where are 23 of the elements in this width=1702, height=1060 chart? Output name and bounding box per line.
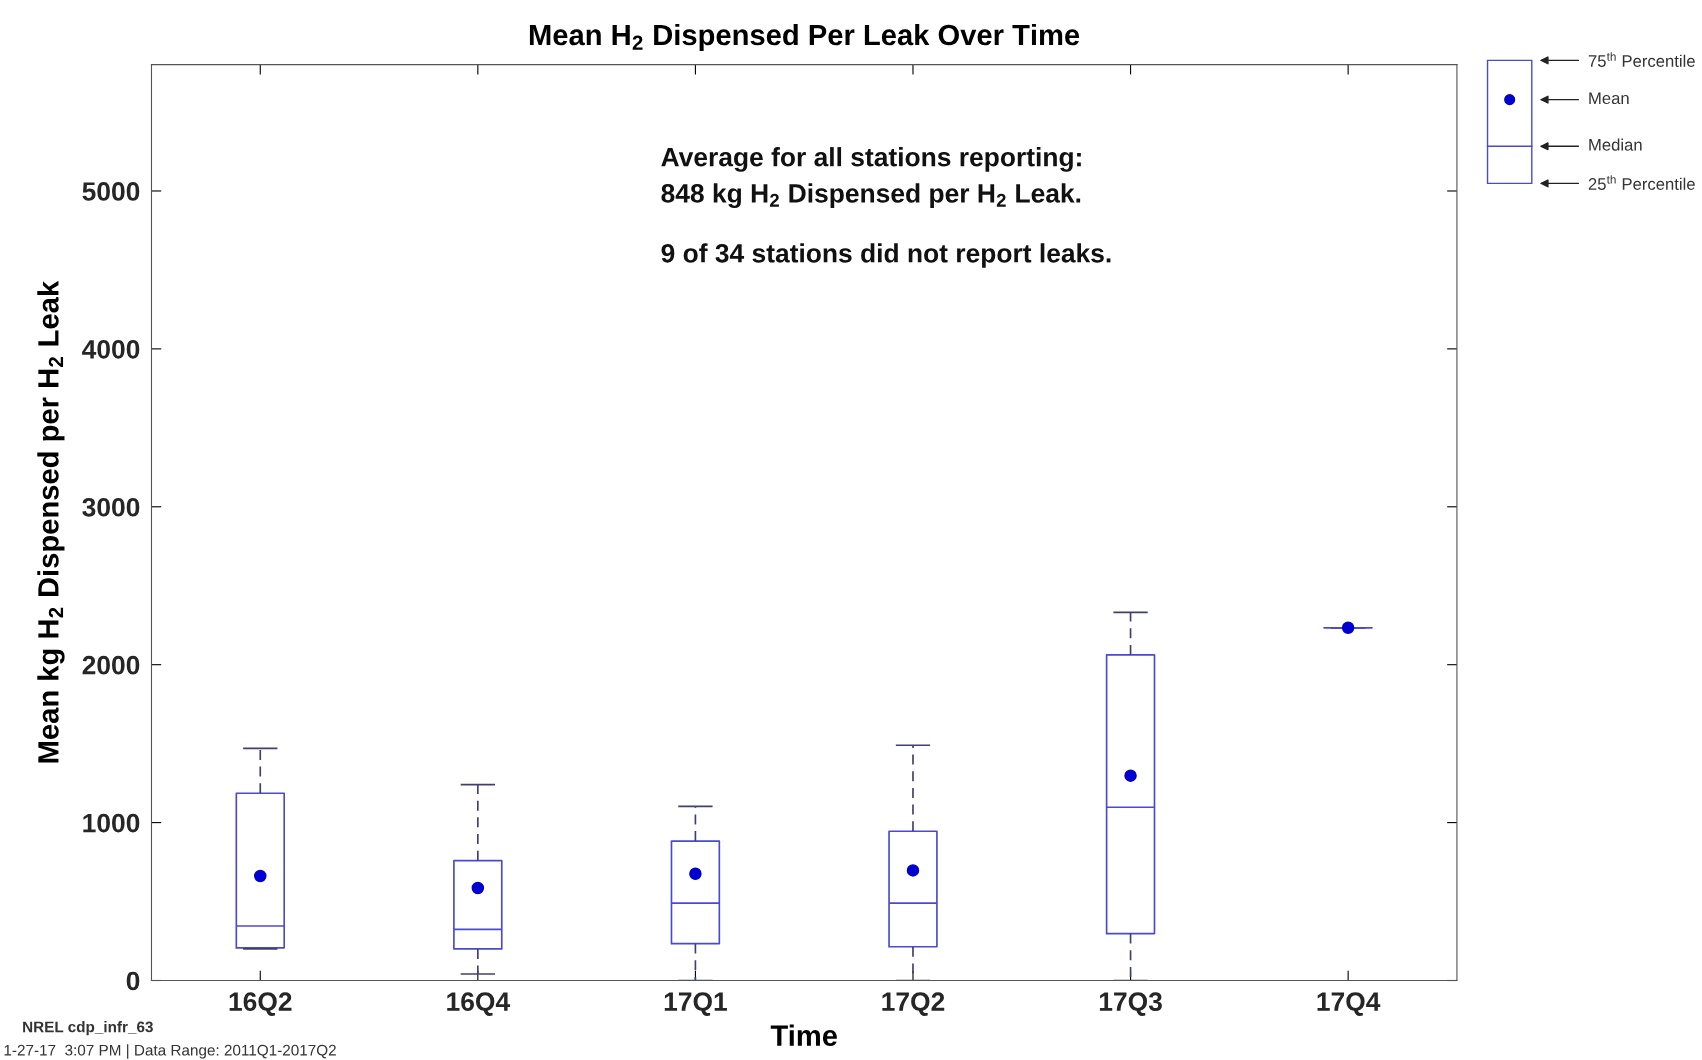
y-tick-label: 3000 [82,497,140,517]
chart-title: Mean H$_{2}$ Dispensed Per Leak Over Time [529,23,1080,52]
annotation: 9 of 34 stations did not report leaks. [661,243,1111,268]
y-tick-label: 4000 [82,340,140,359]
y-axis-title: Mean kg H$_{2}$ Dispensed per H$_{2}$ Leak [37,280,65,763]
x-tick-label: 17Q2 [882,992,945,1016]
y-tick-label: 0 [126,971,140,991]
x-tick-label: 16Q4 [447,992,510,1016]
y-tick-label: 2000 [82,655,140,675]
x-tick-label: 17Q4 [1317,992,1381,1016]
text: 1-27-17 3:07 PM | Data Range: 2011Q1-2017Q2 [4,1044,336,1059]
x-axis-title: Time [770,1024,837,1046]
x-tick-label: 16Q2 [229,992,292,1016]
text: 75$^{th}$ Percentile [1588,52,1695,67]
text: Median [1589,138,1642,151]
y-tick-label: 5000 [82,182,140,201]
y-tick-label: 1000 [83,813,140,833]
annotation: Average for all stations reporting: 848 kg H$_{2}$ Dispensed per H$_{2}$ Leak. [661,147,1081,209]
x-tick-label: 17Q1 [664,992,727,1016]
text: NREL cdp_infr_63 [23,1021,153,1036]
text: 25$^{th}$ Percentile [1588,175,1695,190]
x-tick-label: 17Q3 [1099,992,1162,1016]
text: Mean [1589,92,1629,105]
